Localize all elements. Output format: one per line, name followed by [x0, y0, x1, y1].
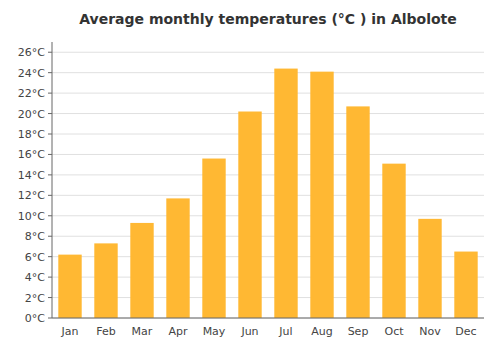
tick-mark [48, 93, 52, 94]
tick-mark [48, 215, 52, 216]
bar [94, 243, 117, 318]
tick-label: 4°C [25, 271, 45, 284]
grid [52, 52, 484, 318]
tick-label: 2°C [25, 292, 45, 305]
chart-container: Average monthly temperatures (°C ) in Al… [0, 0, 500, 350]
bar [454, 252, 477, 318]
tick-label: Nov [419, 325, 441, 338]
tick-mark [48, 195, 52, 196]
tick-mark [48, 256, 52, 257]
grid-line [52, 318, 484, 319]
tick-label: Jan [61, 325, 79, 338]
tick-label: Oct [384, 325, 404, 338]
tick-label: 6°C [25, 251, 45, 264]
grid-line [52, 52, 484, 53]
tick-label: 18°C [18, 128, 45, 141]
tick-mark [48, 297, 52, 298]
bar [274, 69, 297, 318]
tick-mark [48, 72, 52, 73]
grid-line [52, 134, 484, 135]
title: Average monthly temperatures (°C ) in Al… [79, 11, 457, 27]
tick-label: 16°C [18, 148, 45, 161]
grid-line [52, 195, 484, 196]
chart: Average monthly temperatures (°C ) in Al… [0, 0, 500, 350]
tick-label: 24°C [18, 67, 45, 80]
tick-mark [48, 277, 52, 278]
x-axis-line [52, 318, 484, 319]
bar [58, 255, 81, 318]
bar [418, 219, 441, 318]
tick-label: May [203, 325, 226, 338]
bar [310, 72, 333, 318]
tick-mark [48, 52, 52, 53]
tick-mark [48, 113, 52, 114]
tick-label: Apr [168, 325, 188, 338]
tick-label: 14°C [18, 169, 45, 182]
tick-label: 12°C [18, 189, 45, 202]
x-axis: Jan Feb Mar Apr May Jun Jul Aug Sep Oct Nov Dec [61, 325, 477, 338]
bar [202, 159, 225, 318]
bar [346, 106, 369, 318]
tick-label: 10°C [18, 210, 45, 223]
bar [130, 223, 153, 318]
tick-label: Jul [278, 325, 292, 338]
tick-mark [48, 174, 52, 175]
tick-label: 8°C [25, 230, 45, 243]
tick-label: Jun [240, 325, 258, 338]
tick-mark [48, 236, 52, 237]
tick-mark [48, 318, 52, 319]
tick-label: Mar [132, 325, 153, 338]
grid-line [52, 93, 484, 94]
bar [166, 198, 189, 318]
grid-line [52, 113, 484, 114]
grid-line [52, 72, 484, 73]
tick-label: 0°C [25, 312, 45, 325]
tick-label: Sep [348, 325, 369, 338]
grid-line [52, 174, 484, 175]
tick-mark [48, 134, 52, 135]
tick-label: Feb [96, 325, 115, 338]
tick-label: 20°C [18, 108, 45, 121]
bars [58, 69, 477, 318]
tick-label: 22°C [18, 87, 45, 100]
bar [382, 164, 405, 318]
grid-line [52, 154, 484, 155]
grid-line [52, 215, 484, 216]
tick-label: Aug [311, 325, 332, 338]
y-axis: 0°C 2°C 4°C 6°C 8°C 10°C 12°C 14°C 16°C 18°C 20°C 2… [18, 46, 52, 325]
bar [238, 112, 261, 318]
tick-mark [48, 154, 52, 155]
tick-label: 26°C [18, 46, 45, 59]
tick-label: Dec [455, 325, 476, 338]
y-axis-line [52, 42, 53, 318]
